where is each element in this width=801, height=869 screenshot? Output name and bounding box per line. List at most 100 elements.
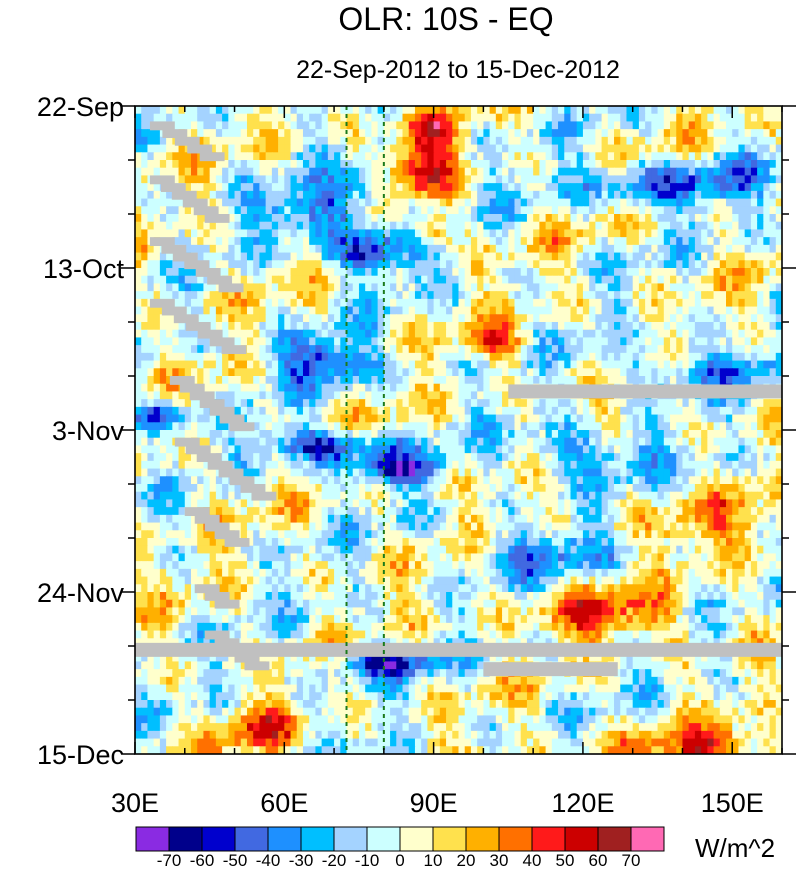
heatmap-cell bbox=[607, 453, 615, 462]
heatmap-cell bbox=[514, 430, 522, 439]
heatmap-cell bbox=[763, 268, 771, 277]
heatmap-cell bbox=[595, 121, 603, 130]
heatmap-cell bbox=[638, 376, 646, 385]
heatmap-cell bbox=[539, 152, 547, 161]
heatmap-cell bbox=[302, 214, 310, 223]
heatmap-cell bbox=[657, 437, 665, 447]
heatmap-cell bbox=[427, 160, 435, 169]
heatmap-cell bbox=[620, 237, 628, 246]
heatmap-cell bbox=[607, 468, 615, 477]
heatmap-cell bbox=[657, 136, 665, 146]
heatmap-cell bbox=[663, 260, 671, 269]
heatmap-cell bbox=[371, 229, 379, 238]
heatmap-cell bbox=[657, 468, 665, 477]
heatmap-cell bbox=[433, 121, 441, 130]
heatmap-cell bbox=[514, 244, 522, 254]
heatmap-cell bbox=[346, 244, 354, 254]
heatmap-cell bbox=[726, 136, 733, 146]
heatmap-cell bbox=[203, 414, 211, 423]
heatmap-cell bbox=[421, 345, 428, 354]
heatmap-cell bbox=[483, 144, 491, 153]
heatmap-cell bbox=[240, 399, 248, 408]
heatmap-cell bbox=[346, 406, 354, 416]
heatmap-cell bbox=[607, 406, 615, 416]
heatmap-cell bbox=[240, 368, 248, 377]
heatmap-cell bbox=[601, 430, 609, 439]
heatmap-cell bbox=[414, 445, 422, 454]
heatmap-cell bbox=[539, 221, 547, 231]
heatmap-cell bbox=[701, 352, 708, 362]
heatmap-cell bbox=[439, 198, 447, 207]
heatmap-cell bbox=[340, 136, 348, 146]
heatmap-cell bbox=[246, 329, 254, 339]
heatmap-cell bbox=[688, 260, 696, 269]
heatmap-cell bbox=[477, 437, 484, 447]
heatmap-cell bbox=[477, 360, 484, 369]
heatmap-cell bbox=[402, 214, 410, 223]
heatmap-cell bbox=[713, 268, 721, 277]
heatmap-cell bbox=[570, 190, 578, 200]
heatmap-cell bbox=[215, 183, 223, 192]
heatmap-cell bbox=[477, 422, 484, 431]
heatmap-cell bbox=[222, 298, 229, 308]
heatmap-cell bbox=[732, 136, 740, 146]
heatmap-cell bbox=[433, 237, 441, 246]
heatmap-cell bbox=[694, 198, 702, 207]
heatmap-cell bbox=[327, 383, 335, 393]
heatmap-cell bbox=[514, 368, 522, 377]
heatmap-cell bbox=[464, 430, 472, 439]
heatmap-cell bbox=[614, 414, 621, 423]
heatmap-cell bbox=[657, 160, 665, 169]
heatmap-cell bbox=[296, 160, 304, 169]
heatmap-cell bbox=[141, 283, 149, 292]
heatmap-cell bbox=[657, 306, 665, 315]
heatmap-cell bbox=[346, 237, 354, 246]
heatmap-cell bbox=[769, 337, 777, 346]
heatmap-cell bbox=[670, 106, 677, 115]
heatmap-cell bbox=[713, 221, 721, 231]
heatmap-cell bbox=[265, 422, 273, 431]
heatmap-cell bbox=[402, 453, 410, 462]
heatmap-cell bbox=[657, 283, 665, 292]
heatmap-cell bbox=[215, 360, 223, 369]
heatmap-cell bbox=[296, 453, 304, 462]
heatmap-cell bbox=[141, 414, 149, 423]
heatmap-cell bbox=[265, 106, 273, 115]
heatmap-cell bbox=[340, 291, 348, 300]
heatmap-cell bbox=[732, 460, 740, 470]
heatmap-cell bbox=[464, 152, 472, 161]
heatmap-cell bbox=[309, 183, 317, 192]
heatmap-cell bbox=[240, 152, 248, 161]
heatmap-cell bbox=[558, 445, 565, 454]
heatmap-cell bbox=[775, 260, 782, 269]
heatmap-cell bbox=[502, 167, 509, 177]
heatmap-cell bbox=[228, 399, 236, 408]
heatmap-cell bbox=[166, 391, 173, 400]
heatmap-cell bbox=[514, 129, 522, 138]
heatmap-cell bbox=[290, 136, 298, 146]
heatmap-cell bbox=[147, 329, 155, 339]
heatmap-cell bbox=[614, 229, 621, 238]
heatmap-cell bbox=[539, 322, 547, 331]
heatmap-cell bbox=[732, 206, 740, 215]
heatmap-cell bbox=[682, 198, 690, 207]
heatmap-cell bbox=[601, 152, 609, 161]
heatmap-cell bbox=[701, 244, 708, 254]
heatmap-cell bbox=[246, 275, 254, 285]
heatmap-cell bbox=[520, 437, 528, 447]
heatmap-cell bbox=[676, 221, 684, 231]
heatmap-cell bbox=[439, 214, 447, 223]
heatmap-cell bbox=[414, 221, 422, 231]
heatmap-cell bbox=[446, 175, 453, 184]
heatmap-cell bbox=[135, 167, 142, 177]
heatmap-cell bbox=[402, 368, 410, 377]
heatmap-cell bbox=[464, 160, 472, 169]
heatmap-cell bbox=[253, 468, 261, 477]
heatmap-cell bbox=[670, 414, 677, 423]
heatmap-cell bbox=[302, 406, 310, 416]
heatmap-cell bbox=[271, 368, 279, 377]
heatmap-cell bbox=[551, 345, 559, 354]
heatmap-cell bbox=[576, 314, 584, 323]
heatmap-cell bbox=[545, 430, 553, 439]
heatmap-cell bbox=[508, 167, 516, 177]
